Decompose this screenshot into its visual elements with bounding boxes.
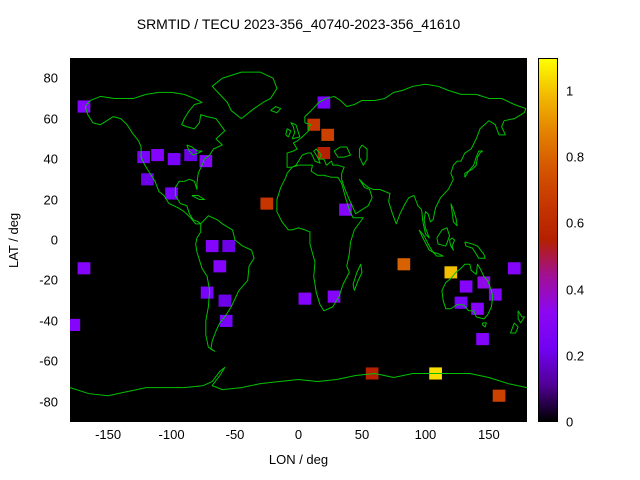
heatmap-cell — [165, 187, 178, 200]
outline-tasmania — [483, 323, 487, 327]
heatmap-cell — [167, 153, 181, 166]
outline-cuba — [192, 196, 205, 200]
heatmap-cell — [184, 149, 197, 162]
x-axis-ticks: -150 -100 -50 0 50 100 150 — [70, 427, 527, 443]
outline-new-zealand-south — [510, 323, 518, 333]
colorbar-tick-label: 1 — [566, 83, 574, 99]
heatmap-cell — [260, 197, 274, 210]
world-map-svg — [70, 58, 527, 402]
chart-title: SRMTID / TECU 2023-356_40740-2023-356_41… — [136, 16, 461, 32]
colorbar-tick-label: 0.8 — [566, 149, 585, 165]
outline-black-sea — [334, 147, 351, 157]
heatmap-cell — [327, 290, 341, 303]
x-tick-label: 150 — [478, 427, 500, 442]
heatmap-cell — [476, 333, 489, 346]
x-axis-label: LON / deg — [268, 452, 329, 467]
heatmap-cell — [219, 314, 233, 327]
y-tick-label: -20 — [39, 272, 58, 288]
colorbar-tick-label: 0.6 — [566, 215, 585, 231]
outline-great-lakes — [187, 145, 202, 155]
heatmap-cell — [141, 173, 154, 186]
heatmap-cell — [397, 258, 411, 271]
outline-caspian-sea — [359, 145, 367, 165]
x-tick-label: -50 — [225, 427, 245, 442]
heatmap-cell — [339, 203, 352, 216]
x-tick-label: -150 — [95, 427, 122, 442]
heatmap-cell — [307, 118, 321, 131]
heatmap-cell — [317, 96, 331, 109]
x-tick-label: 100 — [414, 427, 437, 442]
heatmap-cell — [205, 240, 219, 253]
outline-sumatra — [419, 230, 433, 252]
y-tick-label: 60 — [43, 111, 58, 127]
outline-philippines — [451, 204, 457, 226]
colorbar-tick-label: 0 — [566, 414, 574, 430]
outline-south-america — [196, 216, 254, 351]
outline-eurasia — [287, 84, 526, 238]
heatmap-cell — [77, 262, 91, 275]
outline-ireland — [286, 129, 291, 137]
heatmap-cell — [70, 318, 81, 331]
y-tick-label: 40 — [43, 151, 58, 167]
heatmap-cell — [459, 280, 473, 293]
y-tick-label: 80 — [43, 70, 58, 86]
y-tick-label: 20 — [43, 192, 58, 208]
y-tick-label: -80 — [39, 394, 58, 410]
outline-britain — [291, 123, 300, 139]
colorbar-tick-label: 0.4 — [566, 282, 585, 298]
outline-africa — [277, 165, 363, 311]
y-axis-ticks: -80 -60 -40 -20 0 20 40 60 80 — [0, 58, 64, 422]
heatmap-cell — [321, 128, 335, 141]
x-tick-label: 50 — [354, 427, 370, 442]
outline-new-zealand-north — [518, 311, 524, 323]
colorbar-tick-label: 0.2 — [566, 348, 585, 364]
heatmap-cell — [213, 260, 227, 273]
heatmap-cell — [507, 262, 521, 275]
x-tick-label: -100 — [158, 427, 185, 442]
outline-north-america — [85, 92, 225, 223]
y-tick-label: 0 — [50, 232, 58, 248]
colorbar — [538, 58, 558, 422]
heatmap-cell — [222, 240, 236, 253]
heatmap-cell — [137, 151, 150, 164]
heatmap-cell — [298, 292, 312, 305]
outline-antarctica — [70, 367, 527, 395]
heatmap-cell — [492, 389, 506, 402]
outline-australia — [442, 264, 493, 319]
outline-new-guinea — [465, 242, 485, 258]
y-tick-label: -60 — [39, 353, 58, 369]
outline-sulawesi — [450, 238, 455, 250]
heatmap-cell — [200, 286, 214, 299]
heatmap-cell — [488, 288, 502, 301]
heatmap-cell — [218, 294, 232, 307]
outline-borneo — [437, 228, 450, 246]
outline-japan — [465, 151, 483, 177]
outline-madagascar — [353, 264, 362, 290]
map-plot-area — [70, 58, 527, 422]
outline-java — [433, 252, 443, 256]
outline-greenland — [212, 72, 277, 119]
colorbar-ticks: 0 0.2 0.4 0.6 0.8 1 — [566, 58, 606, 430]
heatmap-cell — [471, 302, 484, 315]
y-tick-label: -40 — [39, 313, 58, 329]
heatmap-cell — [151, 149, 164, 162]
outline-iceland — [271, 107, 281, 113]
x-tick-label: 0 — [294, 427, 303, 442]
